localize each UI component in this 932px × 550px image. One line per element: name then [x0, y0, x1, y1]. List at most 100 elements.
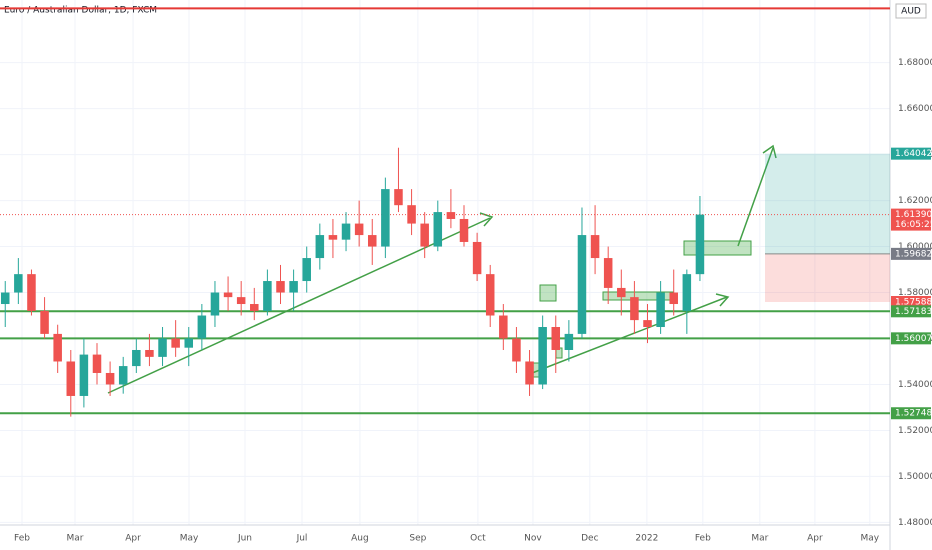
x-tick-label: Nov — [524, 534, 542, 544]
candle-body — [328, 235, 338, 240]
candle-body — [459, 218, 469, 242]
x-tick-label: 2022 — [635, 534, 658, 544]
candle-body — [485, 274, 495, 316]
candle-body — [341, 223, 351, 240]
candle-body — [27, 274, 36, 311]
candle-body — [14, 274, 23, 293]
y-tick-label: 1.52000 — [898, 426, 932, 436]
candle-body — [420, 223, 429, 247]
chart-title: Euro / Australian Dollar, 1D, FXCM — [4, 6, 157, 16]
price-label-bg — [891, 332, 931, 345]
drawings — [107, 144, 777, 394]
countdown: 16:05:25 — [895, 220, 932, 230]
x-tick-label: Feb — [14, 534, 30, 544]
currency-box — [895, 3, 927, 19]
candle-body — [472, 241, 482, 275]
candle-body — [158, 338, 167, 357]
x-tick-label: Apr — [125, 534, 141, 544]
candle-body — [236, 297, 246, 305]
candle-body — [590, 235, 600, 259]
x-tick-label: Mar — [751, 534, 768, 544]
candle-body — [289, 281, 298, 293]
candle-body — [603, 258, 613, 288]
candle-body — [40, 310, 49, 334]
candle-body — [499, 315, 508, 339]
candle-body — [66, 361, 76, 396]
candle-body — [250, 304, 259, 311]
candle-body — [132, 349, 141, 367]
candle-body — [210, 292, 220, 316]
candle-body — [512, 338, 521, 362]
y-tick-label: 1.62000 — [898, 196, 932, 206]
candle-body — [276, 281, 285, 293]
candle-body — [630, 297, 639, 321]
price-label: 1.59682 — [895, 249, 932, 259]
x-tick-label: Jul — [296, 534, 308, 544]
currency: AUD — [901, 7, 921, 17]
x-tick-label: Sep — [409, 534, 426, 544]
x-tick-label: Oct — [470, 534, 486, 544]
candle-body — [407, 205, 416, 224]
price-label: 1.61390 — [895, 210, 932, 220]
candle-body — [223, 292, 233, 298]
candle-body — [656, 292, 665, 328]
candle-body — [105, 372, 115, 385]
price-label-bg — [891, 295, 931, 308]
loss-zone — [765, 253, 890, 302]
y-tick-label: 1.50000 — [898, 472, 932, 482]
zone — [539, 284, 557, 302]
candle-body — [538, 327, 547, 385]
candle-body — [302, 258, 311, 282]
arrow-head — [762, 144, 777, 159]
profit-zone — [765, 153, 890, 254]
price-label-bg — [891, 147, 931, 160]
price-label: 1.56007 — [895, 334, 932, 344]
price-label: 1.57183 — [895, 307, 932, 317]
candle-body — [394, 189, 403, 206]
y-tick-label: 1.60000 — [898, 242, 932, 252]
candle-body — [617, 287, 626, 298]
candle-body — [682, 274, 692, 311]
candle-body — [145, 349, 154, 357]
arrow — [737, 147, 774, 247]
y-tick-label: 1.48000 — [898, 518, 932, 528]
price-label-bg — [891, 305, 931, 318]
candle-body — [381, 189, 390, 247]
candle-body — [0, 292, 10, 305]
price-label-bg — [891, 407, 931, 420]
x-tick-label: Jun — [237, 534, 252, 544]
zone — [683, 240, 752, 256]
y-tick-label: 1.66000 — [898, 104, 932, 114]
price-label-bg — [891, 247, 931, 260]
x-tick-label: Apr — [807, 534, 823, 544]
candle-body — [367, 235, 377, 247]
price-label: 1.64042 — [895, 149, 932, 159]
trendline — [107, 217, 491, 394]
candle-body — [92, 354, 102, 373]
x-tick-label: Mar — [66, 534, 83, 544]
x-tick-label: May — [180, 534, 199, 544]
candle-body — [446, 212, 456, 219]
candle-body — [433, 212, 443, 247]
candle-body — [695, 214, 705, 275]
candle-body — [643, 320, 652, 328]
candle-body — [669, 292, 678, 305]
price-label: 1.52748 — [895, 409, 932, 419]
candle-body — [118, 366, 128, 385]
x-tick-label: May — [861, 534, 880, 544]
y-tick-label: 1.68000 — [898, 58, 932, 68]
candle-body — [184, 338, 194, 348]
trendline — [526, 296, 728, 376]
price-label-bg — [891, 208, 931, 231]
candle-body — [197, 315, 207, 339]
candle-body — [171, 338, 180, 348]
candle-body — [263, 281, 272, 311]
arrow-head — [715, 293, 730, 307]
candle-body — [354, 223, 364, 236]
candle-body — [79, 354, 89, 396]
y-tick-label: 1.58000 — [898, 288, 932, 298]
candle-body — [577, 235, 587, 334]
candle-body — [551, 327, 561, 350]
price-label: 1.57588 — [895, 297, 932, 307]
